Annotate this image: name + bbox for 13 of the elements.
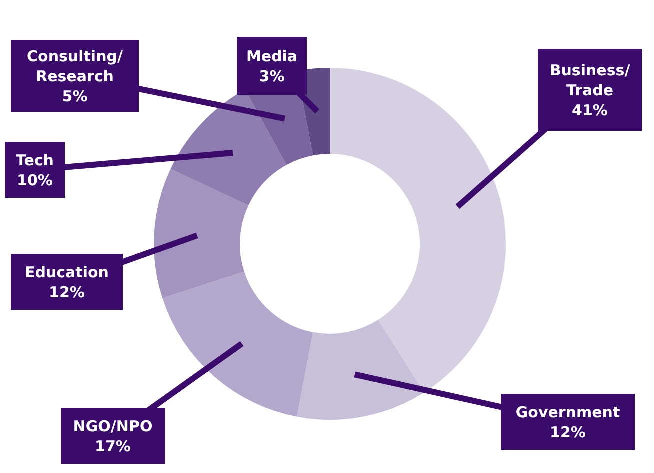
data-label: 12% bbox=[550, 423, 586, 442]
data-label: 12% bbox=[49, 283, 85, 302]
slice-label: NGO/NPO bbox=[73, 417, 153, 436]
slice-label: Media bbox=[246, 47, 298, 66]
slice-label: Consulting/Research bbox=[27, 47, 124, 86]
slice-label: Government bbox=[516, 403, 620, 422]
data-label: 5% bbox=[62, 87, 88, 106]
slice-label: Education bbox=[25, 263, 109, 282]
slice-label: Business/Trade bbox=[550, 61, 631, 100]
data-label: 17% bbox=[95, 437, 131, 456]
slice-label: Tech bbox=[16, 151, 54, 170]
data-label: 41% bbox=[572, 101, 608, 120]
data-label: 10% bbox=[17, 171, 53, 190]
